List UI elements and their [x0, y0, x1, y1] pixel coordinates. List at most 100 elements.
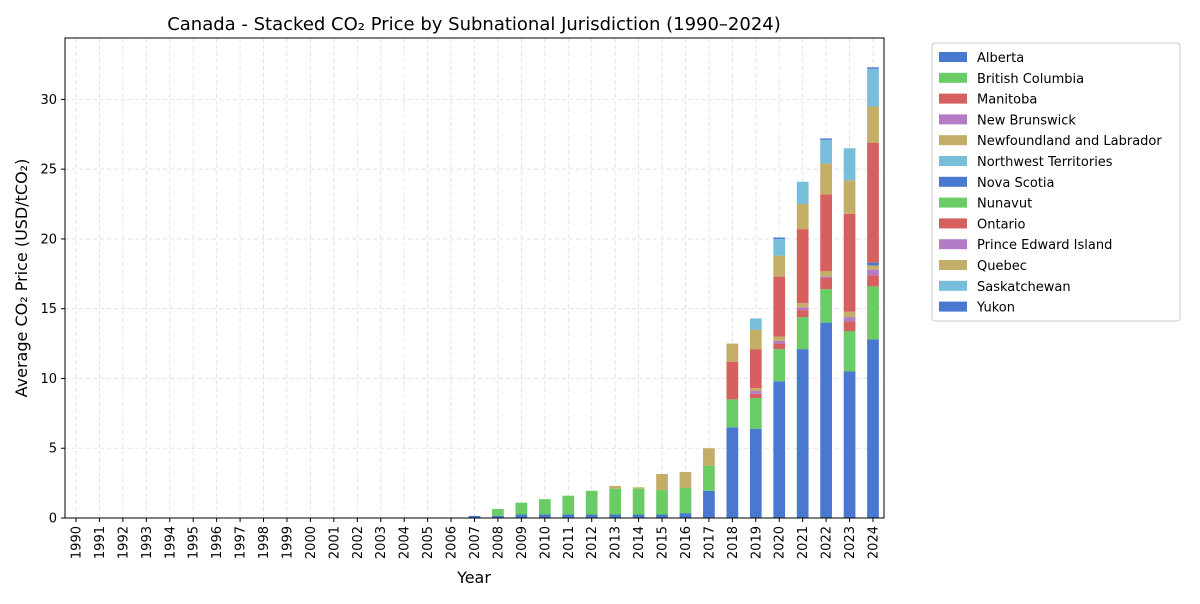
bar-segment [749, 393, 762, 398]
legend-swatch [939, 280, 967, 291]
bar-segment [585, 514, 598, 518]
x-tick-label: 2022 [820, 526, 835, 559]
legend-label: Newfoundland and Labrador [977, 134, 1162, 149]
bar-segment [679, 488, 692, 514]
legend-label: Nova Scotia [977, 176, 1055, 191]
bar-segment [867, 265, 879, 270]
bar-segment [749, 318, 762, 330]
legend-label: Prince Edward Island [977, 238, 1112, 253]
legend-swatch [939, 93, 967, 104]
bar-segment [796, 349, 809, 518]
bar-segment [609, 488, 622, 515]
x-tick-label: 2000 [304, 526, 319, 559]
bar-segment [773, 255, 786, 277]
bar-segment [843, 371, 856, 518]
legend-label: Northwest Territories [977, 155, 1113, 170]
bar-segment [749, 398, 762, 429]
bar-segment [679, 513, 692, 518]
x-tick-label: 1996 [210, 526, 225, 559]
bar-segment [820, 163, 832, 195]
x-tick-label: 2024 [867, 526, 882, 559]
x-tick-label: 2002 [351, 526, 366, 559]
x-tick-label: 2021 [796, 526, 811, 559]
bar-segment [843, 331, 856, 372]
x-tick-label: 2006 [445, 526, 460, 559]
bar-segment [867, 67, 879, 69]
legend-swatch [939, 135, 967, 146]
x-tick-label: 1994 [163, 526, 178, 559]
x-tick-label: 2023 [843, 526, 858, 559]
bar-segment [796, 229, 809, 304]
legend-swatch [939, 239, 967, 250]
legend-box [931, 42, 1181, 322]
bar-segment [749, 329, 762, 350]
x-tick-label: 2003 [374, 526, 389, 559]
bar-segment [796, 204, 809, 230]
bar-segment [843, 321, 856, 332]
bar-segment [703, 465, 715, 491]
bar-segment [726, 361, 739, 400]
bar-segment [773, 238, 786, 256]
x-tick-label: 2018 [726, 526, 741, 559]
bar-segment [867, 339, 879, 518]
x-tick-label: 2012 [585, 526, 600, 559]
bar-segment [820, 276, 832, 278]
bar-segment [656, 474, 668, 491]
legend-swatch [939, 52, 967, 62]
legend-swatch [939, 260, 967, 270]
bar-segment [843, 311, 856, 318]
bar-segment [703, 490, 715, 518]
legend-label: Nunavut [977, 197, 1032, 212]
bar-segment [632, 487, 645, 489]
x-tick-label: 2017 [702, 526, 717, 559]
legend-label: Alberta [977, 51, 1024, 66]
bar-segment [703, 448, 715, 466]
x-tick-label: 1993 [140, 526, 155, 559]
x-tick-label: 1992 [116, 526, 131, 559]
bar-segment [796, 310, 809, 318]
bar-segment [867, 275, 879, 287]
bar-segment [867, 142, 879, 263]
x-tick-label: 2013 [609, 526, 624, 559]
legend-swatch [939, 218, 967, 229]
legend-swatch [939, 197, 967, 208]
legend-swatch [939, 72, 967, 83]
bar-segment [796, 181, 809, 205]
bar-segment [492, 515, 504, 518]
bar-segment [773, 349, 786, 382]
bar-segment [468, 515, 481, 518]
x-tick-label: 1998 [257, 526, 272, 559]
bar-segment [515, 514, 528, 518]
bar-segment [749, 428, 762, 518]
y-tick-label: 25 [40, 163, 57, 178]
legend-swatch [939, 114, 967, 125]
x-tick-label: 1990 [70, 526, 85, 559]
x-tick-label: 2007 [468, 526, 483, 559]
y-tick-label: 30 [40, 93, 57, 108]
legend-label: New Brunswick [977, 113, 1076, 128]
legend: Alberta British Columbia Manitoba New Bruns… [931, 42, 1181, 322]
x-tick-label: 2008 [491, 526, 506, 559]
bar-segment [632, 488, 645, 515]
legend-swatch [939, 301, 967, 312]
bar-segment [796, 307, 809, 311]
x-axis-label: Year [456, 568, 491, 587]
x-tick-label: 2014 [632, 526, 647, 559]
x-tick-label: 2010 [538, 526, 553, 559]
bar-segment [773, 276, 786, 337]
bar-segment [515, 502, 528, 515]
legend-label: Ontario [977, 217, 1025, 232]
x-tick-label: 1995 [187, 526, 202, 559]
legend-label: Yukon [976, 301, 1015, 316]
bar-segment [820, 322, 832, 518]
bar-segment [538, 499, 551, 515]
axes: 0 5 10 15 20 25 30 1990 1991 1992 1993 1994 1995 1996… [40, 37, 885, 559]
y-tick-label: 15 [40, 302, 57, 317]
bar-segment [843, 317, 856, 322]
bar-segment [562, 514, 575, 518]
bar-segment [820, 194, 832, 272]
x-tick-label: 2001 [327, 526, 342, 559]
bar-segment [632, 514, 645, 518]
bar-segment [796, 317, 809, 350]
y-tick-label: 5 [49, 442, 57, 457]
